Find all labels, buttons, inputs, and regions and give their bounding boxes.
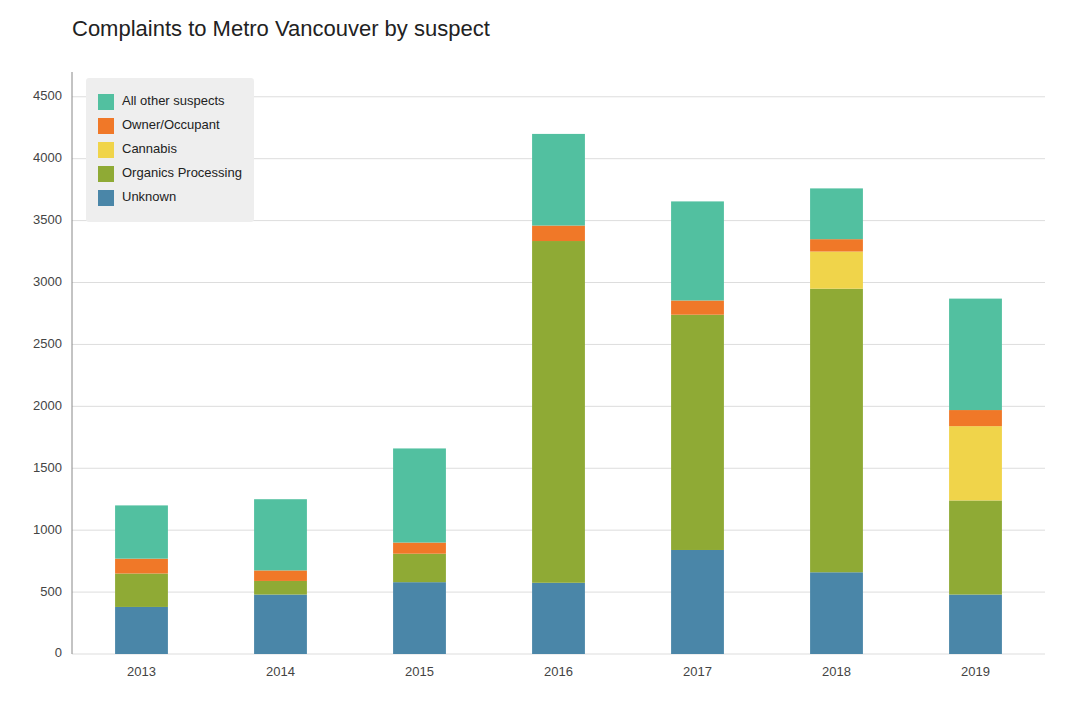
legend-label: Cannabis: [122, 141, 177, 156]
x-tick-label: 2016: [544, 664, 573, 679]
bar-segment: [810, 252, 863, 289]
bar-segment: [810, 289, 863, 573]
bar-segment: [115, 559, 168, 574]
legend-label: Organics Processing: [122, 165, 242, 180]
bar-segment: [671, 201, 724, 300]
y-tick-label: 2000: [33, 398, 62, 413]
bar-segment: [949, 410, 1002, 426]
bar-segment: [393, 554, 446, 582]
y-tick-label: 500: [40, 584, 62, 599]
legend-label: Owner/Occupant: [122, 117, 220, 132]
bar-segment: [115, 574, 168, 607]
x-tick-label: 2014: [266, 664, 295, 679]
y-tick-label: 4000: [33, 150, 62, 165]
y-tick-label: 3500: [33, 212, 62, 227]
bar-segment: [949, 426, 1002, 500]
bar-segment: [393, 543, 446, 554]
x-tick-label: 2015: [405, 664, 434, 679]
x-tick-label: 2019: [961, 664, 990, 679]
legend: All other suspects Owner/Occupant Cannabis…: [86, 78, 254, 222]
grid: [72, 97, 1045, 654]
y-tick-label: 1000: [33, 522, 62, 537]
chart: Complaints to Metro Vancouver by suspect…: [0, 0, 1075, 706]
bar-segment: [532, 583, 585, 654]
bar-segment: [254, 595, 307, 654]
y-tick-label: 2500: [33, 336, 62, 351]
y-tick-label: 1500: [33, 460, 62, 475]
bar-segment: [115, 607, 168, 654]
bar-segment: [949, 500, 1002, 594]
legend-label: All other suspects: [122, 93, 225, 108]
bar-segment: [254, 499, 307, 570]
bar-segment: [671, 300, 724, 314]
x-tick-label: 2017: [683, 664, 712, 679]
legend-swatch: [98, 166, 114, 182]
y-axis-line: [72, 72, 73, 654]
bar-segment: [393, 448, 446, 542]
bar-segment: [671, 315, 724, 550]
bar-segment: [532, 226, 585, 241]
x-tick-label: 2013: [127, 664, 156, 679]
bar-segment: [254, 581, 307, 595]
legend-swatch: [98, 94, 114, 110]
legend-swatch: [98, 190, 114, 206]
bar-segment: [949, 595, 1002, 654]
bar-segment: [949, 299, 1002, 410]
bar-segment: [532, 134, 585, 226]
bar-segment: [254, 570, 307, 581]
bar-segment: [115, 505, 168, 558]
legend-label: Unknown: [122, 189, 176, 204]
bar-segment: [532, 241, 585, 583]
legend-swatch: [98, 142, 114, 158]
legend-swatch: [98, 118, 114, 134]
y-tick-label: 4500: [33, 88, 62, 103]
bar-segment: [393, 582, 446, 654]
legend-background: [86, 78, 254, 222]
bar-segment: [810, 572, 863, 654]
y-tick-label: 3000: [33, 274, 62, 289]
bar-segment: [671, 550, 724, 654]
x-tick-label: 2018: [822, 664, 851, 679]
bar-segment: [810, 188, 863, 239]
title: Complaints to Metro Vancouver by suspect: [72, 16, 490, 41]
y-tick-label: 0: [55, 645, 62, 660]
bar-segment: [810, 239, 863, 251]
